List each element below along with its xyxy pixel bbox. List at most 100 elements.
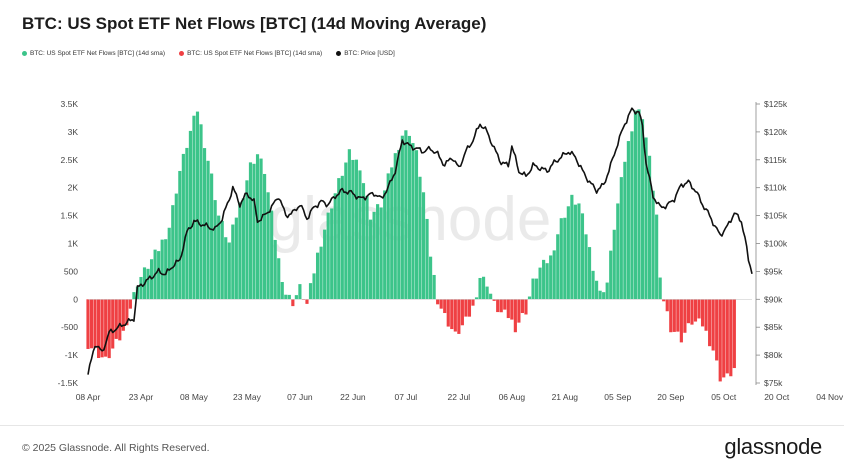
flow-bar-positive bbox=[220, 220, 224, 300]
y-right-tick-label: $80k bbox=[764, 350, 783, 360]
legend-item-price[interactable]: BTC: Price [USD] bbox=[336, 50, 395, 57]
flow-bar-positive bbox=[167, 227, 171, 300]
x-tick-label: 21 Aug bbox=[552, 392, 579, 402]
flow-bar-positive bbox=[213, 200, 217, 300]
price-line bbox=[87, 107, 753, 375]
flow-bar-negative bbox=[513, 299, 517, 333]
flow-bar-positive bbox=[647, 155, 652, 300]
flow-bar-positive bbox=[383, 190, 387, 300]
flow-bar-negative bbox=[97, 299, 101, 358]
flow-bar-positive bbox=[266, 192, 270, 300]
flow-bar-positive bbox=[217, 215, 221, 300]
flow-bar-positive bbox=[411, 143, 415, 300]
flow-bar-positive bbox=[174, 193, 178, 300]
flow-bar-negative bbox=[506, 299, 510, 319]
flow-bar-positive bbox=[658, 277, 662, 300]
flow-bar-positive bbox=[323, 229, 327, 300]
flow-bar-positive bbox=[598, 290, 602, 300]
x-tick-label: 23 Apr bbox=[129, 392, 154, 402]
x-tick-label: 06 Aug bbox=[499, 392, 526, 402]
y-right-tick-label: $110k bbox=[764, 183, 787, 193]
chart-title: BTC: US Spot ETF Net Flows [BTC] (14d Mo… bbox=[22, 14, 487, 33]
flow-bar-negative bbox=[305, 299, 309, 304]
flow-bar-positive bbox=[347, 149, 351, 300]
flow-bar-positive bbox=[192, 115, 196, 300]
flow-bar-negative bbox=[711, 299, 715, 351]
flow-bar-positive bbox=[538, 267, 542, 300]
y-right-tick-label: $85k bbox=[764, 322, 783, 332]
flow-bar-positive bbox=[337, 178, 341, 300]
flow-bar-positive bbox=[188, 130, 192, 300]
flow-bar-positive bbox=[326, 212, 330, 300]
flow-bar-positive bbox=[489, 293, 493, 300]
x-tick-label: 20 Sep bbox=[657, 392, 684, 402]
flow-bar-positive bbox=[361, 183, 366, 300]
flow-bar-negative bbox=[517, 299, 521, 323]
flow-bar-positive bbox=[644, 137, 648, 300]
flow-bar-positive bbox=[591, 270, 595, 300]
x-tick-label: 05 Sep bbox=[604, 392, 631, 402]
legend-item-positive[interactable]: BTC: US Spot ETF Net Flows [BTC] (14d sm… bbox=[22, 50, 165, 57]
flow-bar-positive bbox=[432, 274, 436, 300]
flow-bar-positive bbox=[605, 282, 609, 300]
flow-bar-positive bbox=[171, 205, 175, 300]
flow-bar-negative bbox=[446, 299, 450, 327]
flow-bar-positive bbox=[273, 239, 277, 300]
legend-item-negative[interactable]: BTC: US Spot ETF Net Flows [BTC] (14d sm… bbox=[179, 50, 322, 57]
flow-bar-positive bbox=[294, 295, 298, 300]
x-tick-label: 20 Oct bbox=[764, 392, 790, 402]
x-tick-label: 04 Nov bbox=[816, 392, 844, 402]
flow-bar-positive bbox=[531, 278, 535, 300]
flow-bar-positive bbox=[386, 173, 390, 300]
flow-bar-positive bbox=[315, 252, 320, 300]
flow-bar-negative bbox=[503, 299, 507, 310]
flow-bar-negative bbox=[704, 299, 708, 331]
flow-bar-positive bbox=[210, 173, 214, 300]
flow-bar-negative bbox=[89, 299, 94, 349]
flow-bar-positive bbox=[393, 153, 397, 300]
flow-bar-negative bbox=[453, 299, 457, 332]
flow-bar-positive bbox=[580, 213, 585, 300]
flow-bar-positive bbox=[227, 242, 231, 300]
flow-bar-positive bbox=[245, 180, 249, 300]
flow-bar-negative bbox=[457, 299, 461, 334]
flow-bar-positive bbox=[287, 294, 291, 300]
y-left-tick-label: 0 bbox=[73, 294, 78, 304]
flow-bar-negative bbox=[686, 299, 690, 324]
flow-bar-positive bbox=[584, 234, 588, 300]
flow-bar-positive bbox=[404, 130, 408, 300]
flow-bar-positive bbox=[527, 296, 532, 300]
flow-bar-positive bbox=[185, 147, 189, 300]
flow-bar-positive bbox=[556, 234, 560, 300]
flow-bar-negative bbox=[732, 299, 736, 369]
flow-bar-positive bbox=[573, 204, 577, 300]
flow-bar-positive bbox=[609, 250, 613, 300]
flow-bar-positive bbox=[566, 206, 570, 300]
flow-bar-positive bbox=[630, 131, 634, 300]
flow-bar-negative bbox=[111, 299, 115, 349]
flow-bar-positive bbox=[330, 208, 334, 300]
flow-bar-positive bbox=[199, 124, 203, 300]
flow-bar-positive bbox=[397, 149, 401, 300]
flow-bar-negative bbox=[683, 299, 687, 333]
flow-bar-positive bbox=[602, 292, 606, 300]
flow-bar-positive bbox=[224, 237, 228, 300]
flow-bar-negative bbox=[104, 299, 108, 357]
flow-bar-negative bbox=[665, 299, 669, 312]
flow-bar-negative bbox=[443, 299, 447, 314]
y-left-tick-label: 3.5K bbox=[61, 99, 79, 109]
footer-divider bbox=[0, 425, 844, 426]
flow-bar-positive bbox=[259, 158, 263, 300]
flow-bar-positive bbox=[474, 297, 479, 300]
flow-bar-negative bbox=[100, 299, 104, 358]
flow-bar-positive bbox=[595, 280, 599, 300]
flow-bar-positive bbox=[390, 167, 394, 300]
flow-bar-positive bbox=[333, 193, 337, 300]
y-right-tick-label: $90k bbox=[764, 294, 783, 304]
flow-bar-positive bbox=[616, 203, 620, 300]
y-left-tick-label: -500 bbox=[61, 322, 78, 332]
y-right-tick-label: $105k bbox=[764, 211, 788, 221]
flow-bar-positive bbox=[481, 276, 486, 300]
flow-bar-positive bbox=[400, 135, 404, 300]
flow-bar-negative bbox=[492, 299, 496, 301]
